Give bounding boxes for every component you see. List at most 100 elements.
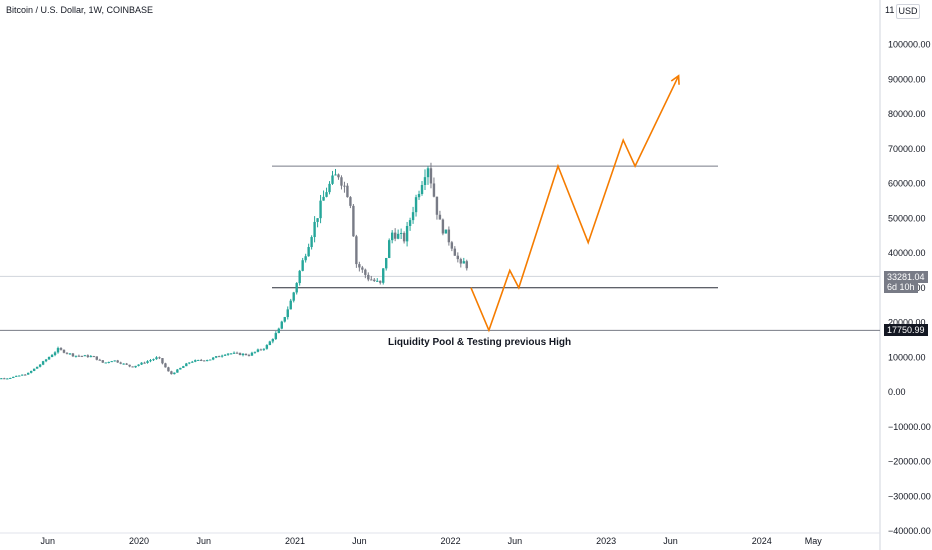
candle-body [0,378,3,380]
candle-body [101,360,104,363]
y-tick-label: 80000.00 [888,109,926,119]
candle-body [6,378,9,380]
candle-body [250,352,254,356]
level-price-tag: 17750.99 [884,324,928,336]
chart-annotation: Liquidity Pool & Testing previous High [388,337,572,348]
candle-body [313,221,316,238]
chart-title: Bitcoin / U.S. Dollar, 1W, COINBASE [6,5,154,15]
candle-body [301,260,304,271]
candle-body [316,218,319,222]
candle-body [402,232,406,242]
candle-body [176,369,179,373]
candle-body [358,264,361,268]
candle-body [399,232,403,234]
y-tick-label: 70000.00 [888,144,926,154]
candle-body [71,353,75,357]
candle-body [77,355,81,357]
candle-body [3,378,6,380]
candle-body [396,233,400,239]
candle-body [441,219,445,234]
candle-body [194,360,197,362]
candle-body [26,372,30,375]
candle-body [370,279,373,281]
candle-body [98,359,101,361]
candle-body [62,349,66,353]
candle-body [131,366,134,368]
x-tick-label: Jun [508,536,523,546]
candle-body [265,345,269,349]
candle-body [253,351,257,353]
candle-body [334,174,337,176]
candle-body [182,366,185,368]
candle-body [459,259,463,264]
candle-body [423,177,427,186]
candle-body [355,236,358,265]
candle-body [164,363,167,368]
projection-arrowhead [670,74,680,85]
candle-body [38,364,42,367]
y-tick-label: 60000.00 [888,179,926,189]
y-tick-label: −20000.00 [888,457,931,467]
candle-body [128,364,131,367]
x-tick-label: May [805,536,823,546]
candle-body [226,353,230,355]
candle-body [382,268,385,283]
candle-body [110,361,113,363]
currency-unit-button[interactable]: USD [896,4,920,19]
candle-body [86,355,90,358]
candle-body [450,242,454,249]
candle-body [235,352,239,354]
y-tick-label: −10000.00 [888,422,931,432]
candle-body [343,185,346,187]
candle-body [289,300,292,310]
candle-body [295,283,298,293]
candle-body [208,359,212,361]
y-tick-label: 20000.00 [888,318,926,328]
candle-body [15,375,18,377]
candle-body [80,355,84,357]
candle-body [74,355,78,357]
candle-body [393,232,397,239]
candle-body [232,352,236,354]
candle-body [352,205,355,237]
candle-body [420,185,424,194]
y-tick-label: 90000.00 [888,74,926,84]
candle-body [304,256,307,261]
candle-body [155,357,158,360]
candle-body [417,193,421,198]
candle-body [307,247,310,257]
candle-body [310,237,313,248]
y-tick-label: 50000.00 [888,213,926,223]
candle-body [116,360,119,363]
candle-body [173,372,176,375]
candle-body [298,270,301,284]
projection-path [470,75,680,333]
candle-body [361,267,364,270]
candle-body [95,356,99,360]
candle-body [453,248,457,256]
candle-body [411,212,415,221]
candle-body [271,339,275,342]
candle-body [134,365,137,368]
candle-body [21,374,24,376]
x-tick-label: 2021 [285,536,305,546]
candle-body [68,353,72,355]
candle-body [125,363,128,365]
candle-body [438,214,442,220]
candle-body [432,183,436,197]
candle-body [211,357,215,360]
candle-body [149,360,152,362]
candle-body [280,321,283,329]
candle-body [444,229,448,234]
candle-body [104,362,107,364]
y-tick-label: 40000.00 [888,248,926,258]
candle-body [197,359,200,361]
candle-body [286,309,289,318]
candle-body [113,360,116,362]
x-tick-label: Jun [41,536,56,546]
y-tick-label: 10000.00 [888,352,926,362]
candle-body [447,229,451,243]
y-tick-label: 100000.00 [888,40,931,50]
